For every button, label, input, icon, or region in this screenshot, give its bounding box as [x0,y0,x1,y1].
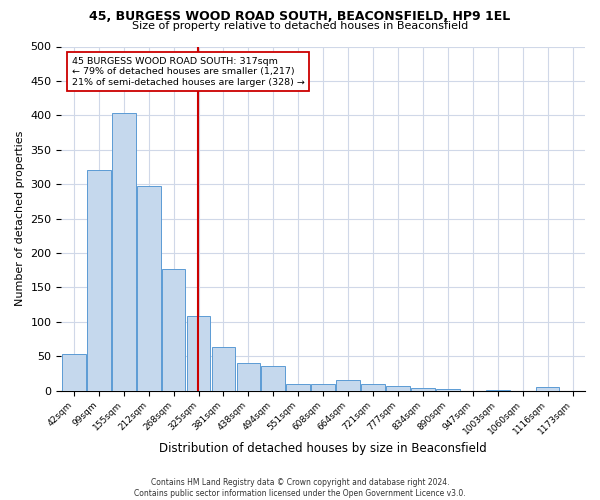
Bar [212,347,235,391]
Bar [137,186,161,390]
Bar [411,388,435,390]
Bar [162,270,185,390]
Bar [336,380,360,390]
Bar [286,384,310,390]
Bar [361,384,385,390]
Bar [187,316,211,390]
Bar [112,113,136,390]
Bar [536,387,559,390]
Y-axis label: Number of detached properties: Number of detached properties [15,131,25,306]
X-axis label: Distribution of detached houses by size in Beaconsfield: Distribution of detached houses by size … [160,442,487,455]
Text: 45, BURGESS WOOD ROAD SOUTH, BEACONSFIELD, HP9 1EL: 45, BURGESS WOOD ROAD SOUTH, BEACONSFIEL… [89,10,511,23]
Text: 45 BURGESS WOOD ROAD SOUTH: 317sqm
← 79% of detached houses are smaller (1,217)
: 45 BURGESS WOOD ROAD SOUTH: 317sqm ← 79%… [72,57,305,86]
Bar [262,366,285,390]
Bar [386,386,410,390]
Bar [87,170,110,390]
Text: Size of property relative to detached houses in Beaconsfield: Size of property relative to detached ho… [132,21,468,31]
Bar [311,384,335,390]
Text: Contains HM Land Registry data © Crown copyright and database right 2024.
Contai: Contains HM Land Registry data © Crown c… [134,478,466,498]
Bar [436,389,460,390]
Bar [236,363,260,390]
Bar [62,354,86,391]
